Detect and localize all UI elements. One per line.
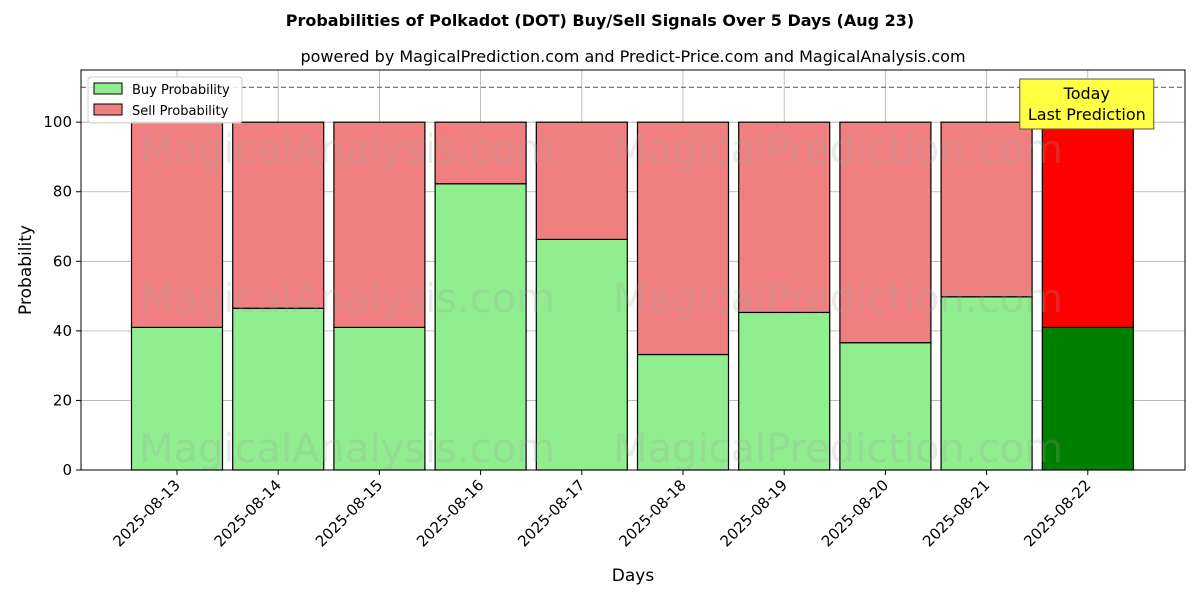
bar-buy (333, 326, 426, 471)
x-tick-label: 2025-08-16 (413, 476, 487, 550)
watermarks: MagicalAnalysis.com MagicalPrediction.com… (139, 127, 1063, 472)
x-axis: 2025-08-13 2025-08-14 2025-08-15 2025-08-16… (109, 470, 1095, 550)
bar-sell (232, 121, 325, 309)
chart-subtitle: powered by MagicalPrediction.com and Pre… (300, 47, 965, 66)
bar-buy (940, 296, 1033, 471)
bars (130, 121, 1134, 471)
legend: Buy Probability Sell Probability (87, 76, 243, 124)
y-tick-label: 60 (53, 252, 72, 270)
bar-sell (1041, 121, 1134, 328)
bar-buy (130, 326, 224, 471)
y-axis: 0 20 40 60 80 100 (43, 113, 81, 479)
x-tick-label: 2025-08-18 (615, 476, 689, 550)
bar-sell (333, 121, 426, 328)
bar-buy (434, 183, 527, 471)
bar-sell (130, 121, 224, 328)
bar-buy (1041, 326, 1134, 471)
x-tick-label: 2025-08-15 (312, 476, 386, 550)
watermark-text: MagicalAnalysis.com (139, 127, 555, 173)
watermark-text: MagicalPrediction.com (613, 127, 1063, 173)
legend-label-sell: Sell Probability (132, 104, 229, 119)
bar-sell (940, 121, 1033, 298)
bar-sell (636, 121, 730, 356)
bar-buy (535, 238, 628, 471)
watermark-text: MagicalAnalysis.com (139, 426, 555, 472)
y-tick-label: 40 (53, 322, 72, 340)
bar-buy (738, 311, 831, 471)
chart-title: Probabilities of Polkadot (DOT) Buy/Sell… (286, 11, 915, 30)
today-annotation-line: Today (1063, 84, 1110, 103)
bar-buy (636, 353, 730, 471)
x-tick-label: 2025-08-19 (717, 476, 791, 550)
x-tick-label: 2025-08-21 (919, 476, 993, 550)
bar-sell (839, 121, 932, 344)
watermark-text: MagicalAnalysis.com (139, 276, 555, 322)
plot-frame (80, 69, 1186, 471)
x-tick-label: 2025-08-13 (109, 476, 183, 550)
today-annotation-line: Last Prediction (1028, 105, 1146, 124)
y-tick-label: 20 (53, 391, 72, 409)
x-tick-label: 2025-08-22 (1020, 476, 1094, 550)
y-tick-label: 0 (62, 461, 72, 479)
x-tick-label: 2025-08-20 (818, 476, 892, 550)
today-annotation: Today Last Prediction (1019, 78, 1155, 130)
y-tick-label: 80 (53, 183, 72, 201)
legend-swatch-sell (93, 103, 123, 116)
x-axis-label: Days (612, 566, 655, 586)
bar-sell (535, 121, 628, 240)
y-axis-label: Probability (16, 225, 36, 315)
bar-buy (839, 342, 932, 471)
legend-label-buy: Buy Probability (132, 83, 230, 98)
legend-swatch-buy (93, 82, 123, 95)
bar-sell (738, 121, 831, 314)
today-annotation-box (1019, 78, 1155, 130)
bar-sell (434, 121, 527, 185)
x-tick-label: 2025-08-17 (514, 476, 588, 550)
y-tick-label: 100 (43, 113, 72, 131)
x-tick-label: 2025-08-14 (211, 476, 285, 550)
watermark-text: MagicalPrediction.com (613, 276, 1063, 322)
legend-box (87, 76, 243, 124)
watermark-text: MagicalPrediction.com (613, 426, 1063, 472)
